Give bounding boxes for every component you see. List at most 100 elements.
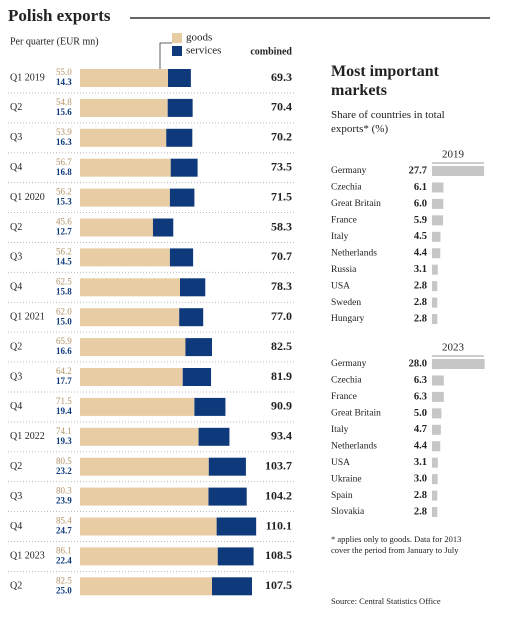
markets-subtitle: Share of countries in total exports* (%) <box>331 109 445 135</box>
value-label: 45.6 <box>56 217 72 227</box>
category-label: USA <box>331 281 350 291</box>
value-label: 19.3 <box>56 436 72 446</box>
value-label: 15.6 <box>56 107 72 117</box>
value-label: 4.4 <box>414 248 428 259</box>
bar-segment <box>169 248 194 267</box>
bar-segment <box>80 368 183 386</box>
value-label: 3.1 <box>414 264 427 275</box>
combined-label: 69.3 <box>271 70 292 84</box>
value-label: 85.4 <box>56 516 72 526</box>
category-label: Czechia <box>331 376 362 386</box>
value-label: 16.6 <box>56 346 72 356</box>
bar-segment <box>194 397 226 416</box>
category-label: Q3 <box>10 252 22 263</box>
bar-segment <box>212 577 252 596</box>
category-label: Q1 2021 <box>10 311 45 322</box>
category-label: Germany <box>331 359 367 369</box>
category-label: Italy <box>331 425 349 435</box>
bar <box>432 375 444 386</box>
footnote: * applies only to goods. Data for 2013 c… <box>331 534 462 555</box>
value-label: 25.0 <box>56 585 72 595</box>
bar-segment <box>80 308 180 327</box>
bar <box>432 264 438 275</box>
value-label: 14.3 <box>56 77 72 87</box>
value-label: 2.8 <box>414 490 427 501</box>
bar <box>432 281 438 292</box>
bar-segment <box>167 98 193 117</box>
value-label: 16.8 <box>56 167 72 177</box>
category-label: Q2 <box>10 341 22 352</box>
value-label: 56.7 <box>56 157 72 167</box>
value-label: 2.8 <box>414 281 427 292</box>
category-label: Russia <box>331 265 357 275</box>
bar-segment <box>80 188 170 207</box>
bar <box>432 490 438 501</box>
value-label: 80.5 <box>56 456 72 466</box>
bar <box>432 182 444 193</box>
combined-label: 70.7 <box>271 249 292 263</box>
bar-segment <box>80 158 171 177</box>
bar <box>432 297 438 308</box>
bar-segment <box>80 278 180 297</box>
category-label: Germany <box>331 166 367 176</box>
category-label: Great Britain <box>331 409 381 419</box>
value-label: 28.0 <box>409 358 427 369</box>
combined-label: 82.5 <box>271 339 292 353</box>
bar <box>432 408 442 419</box>
bar <box>432 314 438 325</box>
category-label: Q2 <box>10 581 22 592</box>
value-label: 54.8 <box>56 97 72 107</box>
bar-segment <box>80 397 195 416</box>
combined-label: 104.2 <box>265 488 292 502</box>
combined-label: 71.5 <box>271 189 292 203</box>
legend-leader <box>159 42 172 78</box>
category-label: Great Britain <box>331 199 381 209</box>
bar-segment <box>166 128 193 147</box>
bar-segment <box>152 218 174 237</box>
source: Source: Central Statistics Office <box>331 596 441 606</box>
value-label: 17.7 <box>56 376 72 386</box>
value-label: 62.5 <box>56 276 72 286</box>
bar <box>432 231 441 242</box>
category-label: Q3 <box>10 132 22 143</box>
value-label: 71.5 <box>56 396 72 406</box>
panel-title: 2019 <box>442 149 465 161</box>
legend-label: goods <box>186 32 212 44</box>
value-label: 82.5 <box>56 575 72 585</box>
bar-segment <box>168 69 191 87</box>
category-label: USA <box>331 458 350 468</box>
category-label: Q4 <box>10 282 22 293</box>
bar-segment <box>185 338 212 357</box>
bar-segment <box>170 158 198 177</box>
category-label: Q4 <box>10 401 22 412</box>
category-label: Q1 2020 <box>10 192 45 203</box>
value-label: 23.2 <box>56 466 72 476</box>
category-label: Netherlands <box>331 441 377 451</box>
value-label: 12.7 <box>56 227 72 237</box>
category-label: Ukraine <box>331 474 362 484</box>
value-label: 5.0 <box>414 408 427 419</box>
value-label: 15.8 <box>56 286 72 296</box>
legend-label: services <box>186 45 221 57</box>
combined-label: 78.3 <box>271 279 292 293</box>
combined-label: 70.4 <box>271 100 292 114</box>
bar-segment <box>80 547 218 566</box>
bar-segment <box>80 427 199 446</box>
value-label: 15.3 <box>56 197 72 207</box>
category-label: Q2 <box>10 102 22 113</box>
value-label: 64.2 <box>56 366 72 376</box>
category-label: Q4 <box>10 521 22 532</box>
value-label: 4.7 <box>414 424 427 435</box>
value-label: 22.4 <box>56 555 72 565</box>
value-label: 65.9 <box>56 336 72 346</box>
combined-label: 110.1 <box>266 518 292 532</box>
value-label: 53.9 <box>56 127 72 137</box>
category-label: France <box>331 216 357 226</box>
combined-label: 81.9 <box>271 369 292 383</box>
value-label: 19.4 <box>56 406 72 416</box>
bar-segment <box>80 577 212 596</box>
bar-segment <box>179 308 204 327</box>
value-label: 6.3 <box>414 375 427 386</box>
